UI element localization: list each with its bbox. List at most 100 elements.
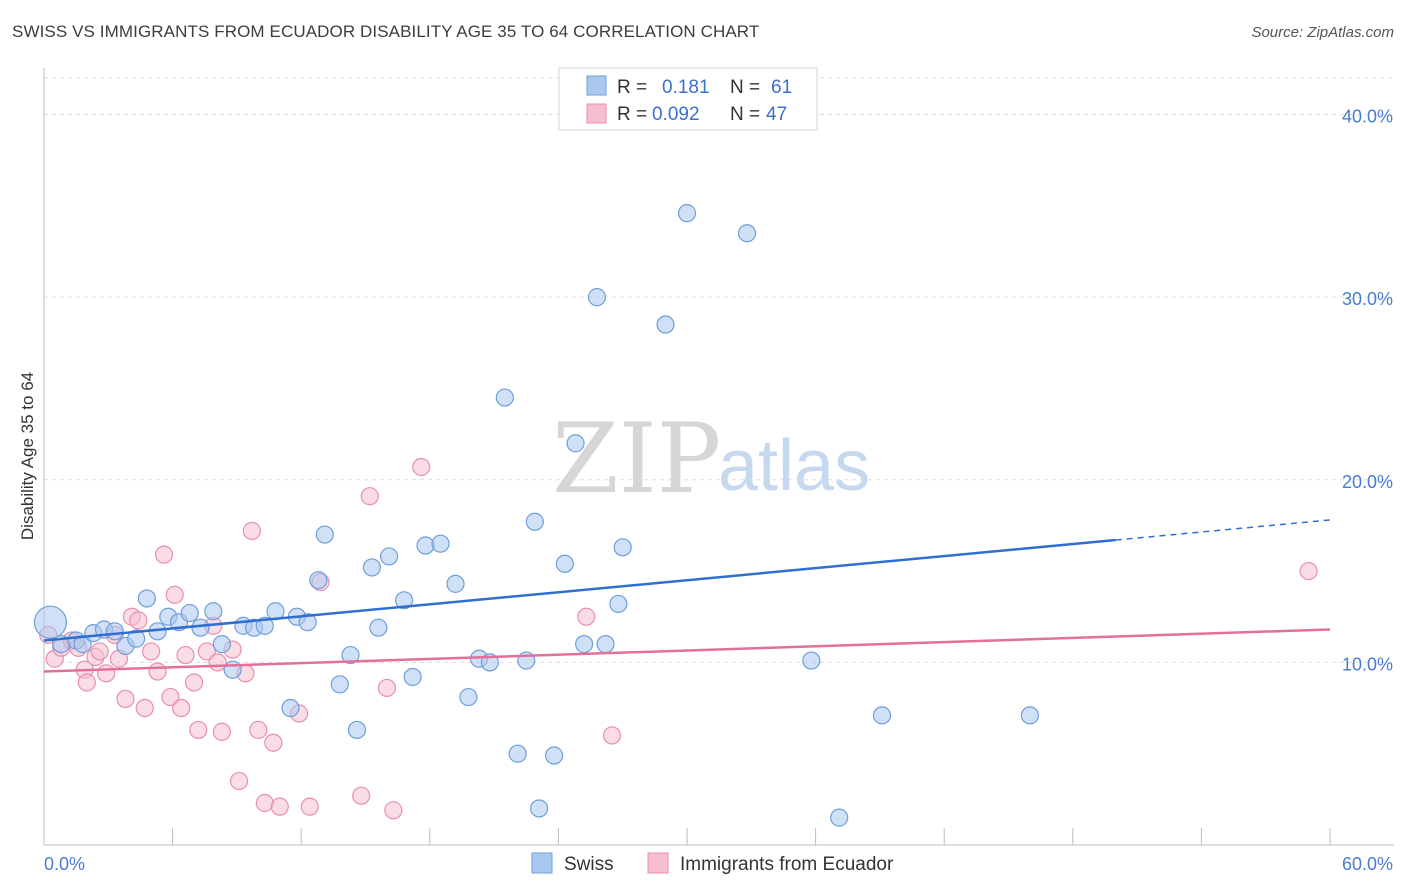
swiss-point-32	[379, 547, 399, 566]
y-tick-label-10: 10.0%	[1342, 654, 1393, 674]
swiss-point-47	[555, 554, 574, 573]
legend-swiss-r-label: R =	[617, 77, 647, 98]
y-tick-label-30: 30.0%	[1342, 289, 1393, 309]
swiss-trend-line	[43, 538, 1116, 642]
swiss-point-50	[587, 288, 607, 307]
ecuador-point-17	[148, 662, 167, 681]
ecuador-point-33	[249, 720, 268, 740]
swiss-point-34	[403, 667, 422, 687]
ecuador-point-20	[165, 585, 184, 604]
swiss-point-31	[369, 618, 388, 637]
ecuador-point-42	[377, 678, 397, 698]
ecuador-point-46	[602, 726, 622, 745]
swiss-point-24	[298, 613, 317, 632]
swiss-point-29	[347, 720, 367, 740]
chart-title: SWISS VS IMMIGRANTS FROM ECUADOR DISABIL…	[12, 22, 760, 41]
legend-swatch-swiss	[586, 75, 607, 96]
swiss-point-52	[609, 594, 628, 614]
swiss-point-16	[212, 635, 231, 654]
swiss-point-41	[495, 388, 514, 407]
y-axis-label: Disability Age 35 to 64	[18, 372, 37, 540]
ecuador-point-43	[384, 801, 403, 820]
swiss-point-6	[105, 622, 124, 641]
legend-ecuador-n-value: 47	[766, 104, 787, 125]
watermark-atlas: atlas	[718, 426, 870, 506]
ecuador-point-28	[212, 722, 231, 741]
swiss-point-20	[255, 616, 274, 635]
legend-swiss-n-label: N =	[730, 77, 760, 98]
ecuador-point-44	[412, 457, 431, 477]
ecuador-point-47	[1299, 561, 1318, 581]
trend-lines	[43, 519, 1331, 673]
source-credit: Source: ZipAtlas.com	[1251, 24, 1394, 41]
swiss-point-22	[281, 698, 300, 718]
swiss-point-8	[127, 629, 146, 648]
ecuador-point-36	[270, 797, 289, 816]
swiss-point-28	[341, 645, 360, 665]
swiss-point-35	[416, 536, 435, 555]
swiss-trend-extension	[1115, 519, 1331, 541]
watermark-zip: ZIP	[552, 403, 721, 515]
ecuador-point-9	[97, 664, 116, 683]
ecuador-point-8	[90, 642, 109, 661]
legend-ecuador-r-label: R =	[617, 104, 647, 125]
x-tick-label-max: 60.0%	[1342, 854, 1393, 874]
swiss-point-15	[204, 602, 223, 621]
ecuador-point-15	[135, 698, 154, 718]
swiss-point-37	[446, 574, 465, 593]
ecuador-point-6	[77, 673, 96, 692]
legend-swiss-r-value: 0.181	[662, 77, 710, 98]
ecuador-point-22	[176, 645, 195, 665]
ecuador-point-18	[154, 545, 174, 564]
ecuador-point-16	[142, 642, 161, 661]
ecuador-point-34	[255, 793, 274, 813]
legend-box: R = 0.181 N = 61 R = 0.092 N = 47	[558, 67, 818, 131]
swiss-point-0	[33, 605, 68, 639]
swiss-point-48	[566, 434, 585, 453]
ecuador-point-38	[300, 797, 319, 816]
swiss-point-55	[677, 204, 697, 223]
swiss-point-53	[613, 538, 632, 557]
swiss-point-25	[309, 571, 328, 590]
y-tick-labels: 10.0% 20.0% 30.0% 40.0%	[1342, 107, 1393, 675]
swiss-point-59	[872, 706, 892, 725]
ecuador-point-14	[129, 611, 148, 630]
ecuador-point-32	[242, 521, 262, 540]
x-tick-label-min: 0.0%	[44, 854, 85, 874]
swiss-point-60	[1020, 706, 1040, 725]
swiss-point-38	[459, 687, 478, 707]
ecuador-point-24	[189, 720, 208, 740]
ecuador-point-35	[264, 733, 283, 752]
ecuador-point-21	[172, 698, 191, 718]
y-tick-label-20: 20.0%	[1342, 472, 1393, 492]
ecuador-trend-line	[43, 628, 1331, 673]
swiss-point-56	[737, 224, 757, 243]
swiss-point-57	[802, 651, 821, 670]
swiss-point-14	[191, 618, 210, 637]
swiss-point-33	[394, 591, 414, 610]
bottom-legend-swatch-ecuador	[647, 852, 669, 874]
swiss-point-49	[575, 635, 594, 654]
series-swiss-points	[33, 204, 1040, 827]
swiss-point-42	[508, 744, 527, 763]
swiss-point-26	[315, 525, 334, 544]
swiss-point-44	[525, 512, 544, 531]
ecuador-point-12	[116, 689, 135, 709]
swiss-point-17	[223, 660, 242, 679]
ecuador-point-40	[352, 786, 371, 805]
gridlines	[44, 77, 1394, 663]
bottom-legend: Swiss Immigrants from Ecuador	[531, 852, 894, 875]
swiss-point-13	[180, 603, 199, 623]
ecuador-point-45	[577, 607, 596, 626]
swiss-point-30	[362, 558, 382, 577]
ecuador-point-41	[360, 487, 379, 506]
swiss-point-58	[830, 808, 849, 827]
legend-ecuador-r-value: 0.092	[652, 104, 700, 125]
ecuador-point-25	[197, 642, 216, 661]
swiss-point-9	[137, 589, 156, 608]
legend-swatch-ecuador	[586, 103, 607, 124]
ecuador-point-19	[161, 687, 180, 707]
bottom-legend-swiss: Swiss	[564, 854, 614, 875]
bottom-legend-swatch-swiss	[531, 852, 553, 874]
